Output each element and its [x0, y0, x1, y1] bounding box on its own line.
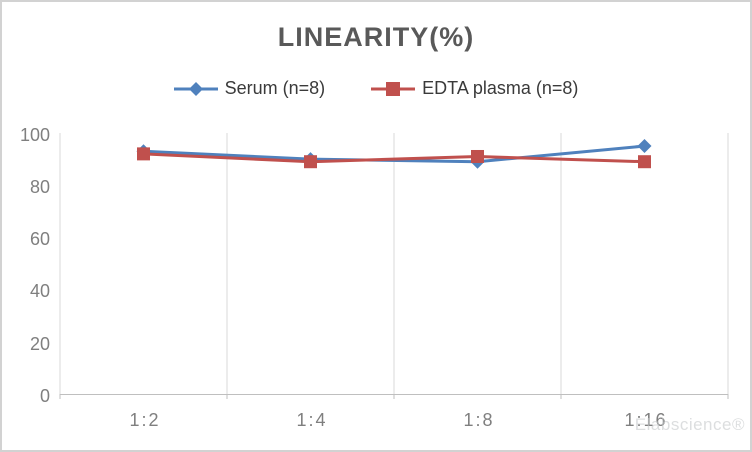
legend-label-edta-plasma: EDTA plasma (n=8): [422, 78, 579, 98]
x-tick-label: 1:16: [624, 410, 668, 430]
x-tick-label: 1:4: [296, 410, 328, 430]
data-point-square: [638, 155, 651, 169]
data-point-square: [137, 147, 150, 161]
y-tick-label: 20: [29, 334, 50, 354]
data-point-diamond: [637, 139, 652, 154]
legend-label-serum: Serum (n=8): [224, 78, 326, 98]
data-point-square: [304, 155, 317, 169]
y-tick-label: 40: [29, 281, 50, 301]
data-point-square: [471, 149, 484, 163]
chart-title: LINEARITY(%): [277, 22, 475, 52]
legend-item-edta-plasma: EDTA plasma (n=8): [371, 78, 578, 99]
y-tick-label: 0: [39, 386, 50, 406]
y-tick-label: 100: [19, 125, 50, 145]
x-tick-label: 1:8: [463, 410, 495, 430]
y-tick-label: 80: [29, 177, 50, 197]
legend-item-serum: Serum (n=8): [173, 78, 326, 99]
series-line-1: [143, 152, 645, 164]
serum-line-diamond-icon: [173, 81, 218, 96]
y-tick-label: 60: [29, 229, 50, 249]
chart-legend: Serum (n=8) EDTA plasma (n=8): [2, 78, 750, 99]
x-tick-label: 1:2: [129, 410, 161, 430]
brand-watermark: Elabscience®: [634, 415, 745, 434]
edta-line-square-icon: [371, 81, 416, 96]
